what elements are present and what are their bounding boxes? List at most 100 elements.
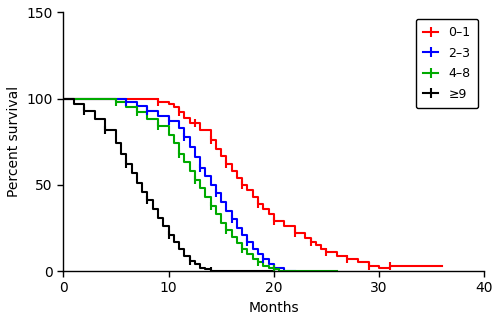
4–8 bbox=[324, 269, 330, 273]
2–3 bbox=[260, 257, 266, 261]
2–3 bbox=[271, 266, 277, 270]
0–1 bbox=[213, 147, 219, 151]
4–8 bbox=[228, 235, 234, 239]
4–8 bbox=[182, 161, 188, 165]
2–3 bbox=[113, 97, 119, 100]
0–1 bbox=[366, 264, 372, 268]
2–3 bbox=[155, 114, 161, 118]
0–1 bbox=[244, 188, 250, 192]
4–8 bbox=[171, 142, 177, 146]
≥9 bbox=[208, 269, 214, 273]
4–8 bbox=[124, 105, 130, 109]
0–1 bbox=[239, 183, 245, 187]
4–8 bbox=[176, 152, 182, 156]
0–1 bbox=[318, 247, 324, 251]
4–8 bbox=[255, 260, 261, 264]
0–1 bbox=[439, 264, 445, 268]
2–3 bbox=[228, 217, 234, 221]
2–3 bbox=[250, 247, 256, 251]
4–8 bbox=[113, 100, 119, 104]
4–8 bbox=[239, 247, 245, 251]
≥9 bbox=[271, 269, 277, 273]
2–3 bbox=[60, 97, 66, 100]
2–3 bbox=[182, 135, 188, 138]
4–8 bbox=[102, 97, 108, 100]
4–8 bbox=[218, 221, 224, 225]
0–1 bbox=[155, 100, 161, 104]
Line: 0–1: 0–1 bbox=[64, 99, 442, 268]
0–1 bbox=[182, 116, 188, 119]
Legend: 0–1, 2–3, 4–8, ≥9: 0–1, 2–3, 4–8, ≥9 bbox=[416, 19, 478, 108]
0–1 bbox=[208, 138, 214, 142]
0–1 bbox=[171, 105, 177, 109]
4–8 bbox=[260, 264, 266, 268]
0–1 bbox=[186, 121, 192, 125]
2–3 bbox=[197, 166, 203, 170]
≥9 bbox=[218, 269, 224, 273]
4–8 bbox=[197, 186, 203, 190]
≥9 bbox=[150, 207, 156, 211]
≥9 bbox=[128, 171, 134, 175]
2–3 bbox=[208, 183, 214, 187]
0–1 bbox=[271, 219, 277, 223]
0–1 bbox=[376, 266, 382, 270]
4–8 bbox=[134, 110, 140, 114]
4–8 bbox=[244, 252, 250, 256]
4–8 bbox=[186, 169, 192, 173]
2–3 bbox=[224, 209, 230, 213]
0–1 bbox=[334, 254, 340, 258]
2–3 bbox=[166, 119, 172, 123]
4–8 bbox=[155, 124, 161, 128]
≥9 bbox=[160, 224, 166, 228]
0–1 bbox=[260, 207, 266, 211]
0–1 bbox=[60, 97, 66, 100]
0–1 bbox=[197, 128, 203, 132]
0–1 bbox=[324, 250, 330, 254]
≥9 bbox=[118, 152, 124, 156]
4–8 bbox=[213, 212, 219, 216]
Line: 2–3: 2–3 bbox=[64, 99, 295, 271]
2–3 bbox=[202, 174, 208, 178]
≥9 bbox=[82, 109, 87, 113]
2–3 bbox=[255, 252, 261, 256]
≥9 bbox=[60, 97, 66, 100]
≥9 bbox=[192, 262, 198, 266]
≥9 bbox=[182, 254, 188, 258]
0–1 bbox=[255, 202, 261, 206]
4–8 bbox=[192, 178, 198, 182]
≥9 bbox=[228, 269, 234, 273]
≥9 bbox=[144, 198, 150, 202]
≥9 bbox=[113, 142, 119, 146]
Line: 4–8: 4–8 bbox=[64, 99, 337, 271]
0–1 bbox=[266, 212, 272, 216]
4–8 bbox=[202, 195, 208, 199]
4–8 bbox=[144, 118, 150, 121]
4–8 bbox=[282, 269, 288, 273]
0–1 bbox=[234, 176, 240, 180]
≥9 bbox=[166, 233, 172, 237]
0–1 bbox=[308, 240, 314, 244]
≥9 bbox=[139, 190, 145, 194]
4–8 bbox=[250, 257, 256, 261]
2–3 bbox=[124, 100, 130, 104]
≥9 bbox=[202, 268, 208, 271]
≥9 bbox=[102, 128, 108, 132]
2–3 bbox=[234, 226, 240, 230]
2–3 bbox=[192, 155, 198, 159]
≥9 bbox=[155, 216, 161, 220]
≥9 bbox=[171, 240, 177, 244]
4–8 bbox=[60, 97, 66, 100]
≥9 bbox=[124, 162, 130, 166]
X-axis label: Months: Months bbox=[248, 301, 299, 315]
2–3 bbox=[186, 145, 192, 149]
4–8 bbox=[271, 268, 277, 271]
2–3 bbox=[218, 200, 224, 204]
≥9 bbox=[176, 247, 182, 251]
Y-axis label: Percent survival: Percent survival bbox=[7, 86, 21, 197]
0–1 bbox=[292, 231, 298, 235]
2–3 bbox=[213, 192, 219, 195]
0–1 bbox=[313, 243, 319, 247]
≥9 bbox=[92, 118, 98, 121]
4–8 bbox=[234, 242, 240, 245]
≥9 bbox=[213, 269, 219, 273]
